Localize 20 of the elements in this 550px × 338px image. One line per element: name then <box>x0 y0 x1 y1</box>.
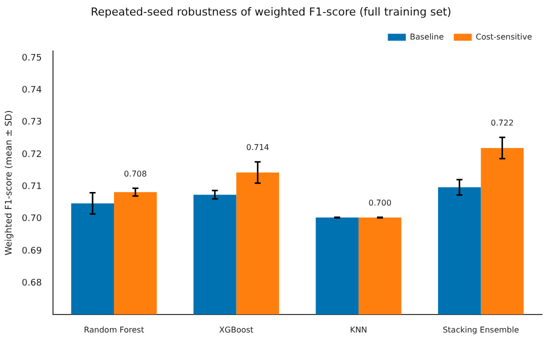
legend-label: Baseline <box>410 32 444 42</box>
data-label: 0.722 <box>490 118 514 128</box>
chart-title: Repeated-seed robustness of weighted F1-score (full training set) <box>90 5 452 18</box>
y-tick-label: 0.70 <box>22 214 42 224</box>
y-tick-label: 0.69 <box>22 246 42 256</box>
y-tick-label: 0.73 <box>22 118 42 128</box>
x-tick-label: XGBoost <box>219 325 254 334</box>
x-tick-label: Stacking Ensemble <box>442 325 520 334</box>
y-axis-title: Weighted F1-score (mean ± SD) <box>4 110 15 256</box>
y-tick-label: 0.72 <box>22 150 42 160</box>
x-tick-label: KNN <box>350 325 368 334</box>
legend-label: Cost-sensitive <box>476 32 532 42</box>
y-tick-label: 0.68 <box>22 278 42 289</box>
y-tick-label: 0.71 <box>22 182 42 192</box>
x-tick-label: Random Forest <box>84 325 144 334</box>
y-tick-label: 0.75 <box>22 53 42 64</box>
data-label: 0.708 <box>124 169 147 178</box>
data-label: 0.700 <box>368 198 392 208</box>
data-label: 0.714 <box>246 142 270 152</box>
y-tick-label: 0.74 <box>22 85 42 96</box>
